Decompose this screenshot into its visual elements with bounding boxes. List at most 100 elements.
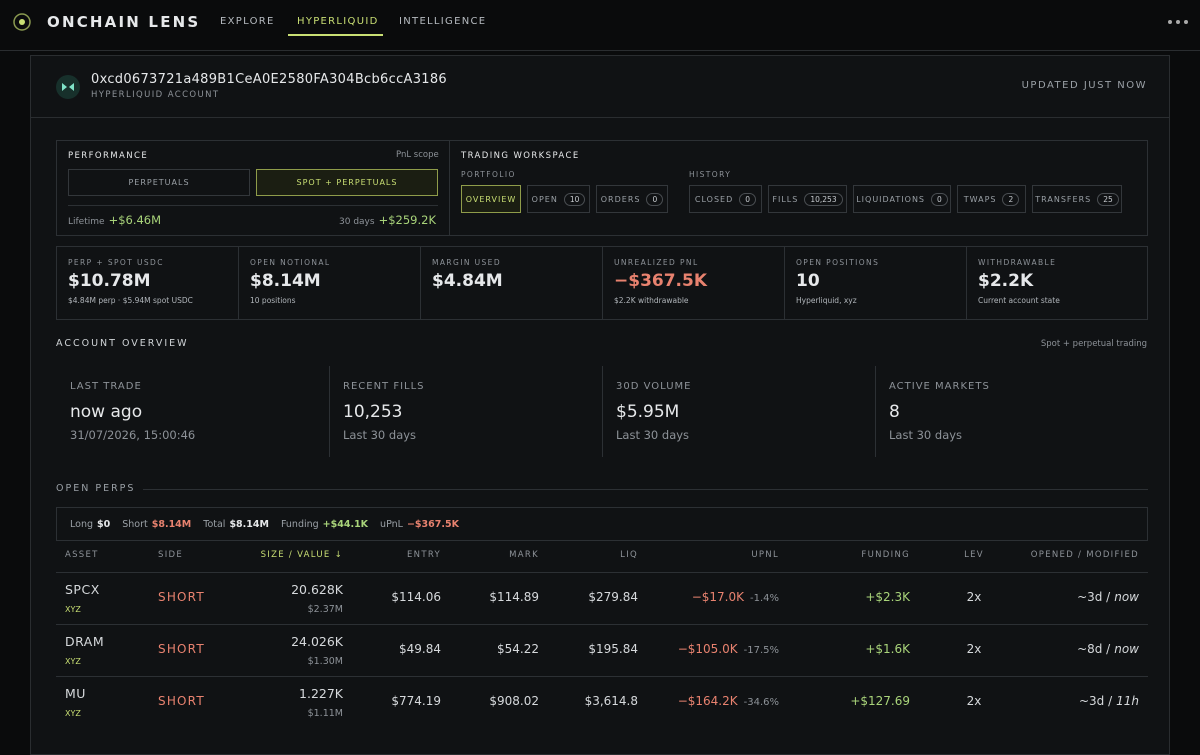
lev: 2x: [966, 694, 982, 708]
label: uPnL: [380, 518, 403, 530]
tab-label: LIQUIDATIONS: [856, 194, 926, 204]
stat-note: 10 positions: [250, 296, 296, 305]
nav-link[interactable]: EXPLORE: [220, 16, 275, 27]
tab-label: TRANSFERS: [1035, 194, 1092, 204]
summary-item: Total $8.14M: [203, 519, 269, 530]
size: 24.026K: [291, 634, 343, 649]
chain: XYZ: [65, 601, 155, 615]
side: SHORT: [158, 590, 205, 604]
tab-label: ORDERS: [600, 194, 641, 204]
tab-label: CLOSED: [694, 194, 734, 204]
stat-label: OPEN POSITIONS: [796, 258, 880, 267]
label: Funding: [280, 518, 319, 530]
entry: $774.19: [361, 694, 441, 708]
workspace-tab[interactable]: FILLS 10,253: [768, 185, 847, 213]
column-header: ASSET: [65, 550, 99, 560]
account-subtitle: HYPERLIQUID ACCOUNT: [91, 90, 220, 100]
upnl-pct: -34.6%: [743, 697, 779, 708]
column-header: FUNDING: [861, 550, 910, 560]
tab-count: 0: [739, 192, 757, 206]
summary-item: Short $8.14M: [122, 519, 191, 530]
size: 24.026K: [223, 634, 343, 649]
column-header: ENTRY: [407, 550, 441, 560]
column-header: OPENED / MODIFIED: [1030, 550, 1139, 560]
size: 20.628K: [223, 582, 343, 597]
summary-item: Funding +$44.1K: [281, 519, 368, 530]
entry: $114.06: [361, 590, 441, 604]
more-menu[interactable]: [1166, 18, 1190, 26]
wallet-address: 0xcd0673721a489B1CeA0E2580FA304Bcb6ccA31…: [91, 72, 447, 87]
active-underline: [288, 34, 383, 36]
overview-value: now ago: [70, 402, 143, 422]
stat-note: Current account state: [978, 296, 1060, 305]
label: Lifetime: [68, 217, 105, 227]
opened: ~3d /: [1078, 694, 1113, 708]
section-title: ACCOUNT OVERVIEW: [56, 338, 189, 349]
stat-label: WITHDRAWABLE: [978, 258, 1057, 267]
stat-card: MARGIN USED $4.84M: [420, 246, 603, 320]
column-header: LIQ: [620, 550, 638, 560]
workspace-tab[interactable]: TRANSFERS 25: [1032, 185, 1122, 213]
tab-label: FILLS: [772, 194, 799, 204]
workspace-tab[interactable]: LIQUIDATIONS 0: [853, 185, 951, 213]
stat-label: PERP + SPOT USDC: [68, 258, 164, 267]
liq: $279.84: [558, 590, 638, 604]
entry: $49.84: [361, 642, 441, 656]
workspace-tab[interactable]: TWAPS 2: [957, 185, 1026, 213]
asset: DRAM: [65, 634, 155, 649]
modified: 11h: [1116, 694, 1139, 708]
update-status: UPDATED JUST NOW: [1021, 80, 1147, 91]
stat-value: −$367.5K: [614, 271, 708, 291]
workspace-tab[interactable]: CLOSED 0: [689, 185, 762, 213]
row-divider: [56, 624, 1148, 625]
column-header: LEV: [964, 550, 984, 560]
mark: $114.89: [459, 590, 539, 604]
upnl: −$105.0K -17.5%: [629, 642, 779, 656]
side: SHORT: [158, 642, 248, 656]
stat-value: $4.84M: [432, 271, 503, 291]
stat-value: $2.2K: [978, 271, 1034, 291]
column-header: SIDE: [158, 550, 184, 560]
lev: 2x: [966, 590, 982, 604]
stat-note: $4.84M perp · $5.94M spot USDC: [68, 296, 193, 305]
size: 1.227K: [299, 686, 343, 701]
scope-button[interactable]: PERPETUALS: [68, 169, 250, 196]
lifetime-pnl: Lifetime +$6.46M: [68, 213, 161, 227]
stat-note: $2.2K withdrawable: [614, 296, 689, 305]
value: $1.11M: [223, 705, 343, 719]
workspace-tab[interactable]: OVERVIEW: [461, 185, 521, 213]
size: 20.628K: [291, 582, 343, 597]
period-pnl: 30 days +$259.2K: [339, 213, 436, 227]
nav-link[interactable]: HYPERLIQUID: [297, 16, 379, 27]
column-header[interactable]: SIZE / VALUE ↓: [260, 550, 343, 560]
side: SHORT: [158, 694, 205, 708]
entry: $114.06: [391, 590, 441, 604]
workspace-tab[interactable]: ORDERS 0: [596, 185, 668, 213]
overview-label: ACTIVE MARKETS: [889, 381, 990, 392]
stat-card: OPEN NOTIONAL $8.14M 10 positions: [238, 246, 421, 320]
nav-link[interactable]: INTELLIGENCE: [399, 16, 487, 27]
tab-label: TWAPS: [963, 194, 997, 204]
workspace-tab[interactable]: OPEN 10: [527, 185, 590, 213]
value: $0: [97, 518, 111, 530]
stat-value: $8.14M: [250, 271, 321, 291]
stat-value: $10.78M: [68, 271, 151, 291]
value: $1.30M: [307, 656, 343, 667]
opened: ~3d /: [1077, 590, 1111, 604]
value: +$6.46M: [108, 213, 162, 227]
upnl-pct: -17.5%: [743, 645, 779, 656]
mark: $54.22: [497, 642, 539, 656]
chain: XYZ: [65, 605, 81, 614]
scope-button[interactable]: SPOT + PERPETUALS: [256, 169, 438, 196]
account-panel: 0xcd0673721a489B1CeA0E2580FA304Bcb6ccA31…: [30, 55, 1170, 755]
overview-value: 10,253: [343, 402, 403, 422]
stat-label: OPEN NOTIONAL: [250, 258, 331, 267]
upnl: −$17.0K: [691, 590, 744, 604]
logo-icon: [13, 13, 31, 31]
value: $8.14M: [229, 518, 269, 530]
row-divider: [56, 572, 1148, 573]
upnl: −$17.0K -1.4%: [629, 590, 779, 604]
modified: now: [1114, 642, 1139, 656]
liq: $3,614.8: [558, 694, 638, 708]
asset: SPCX: [65, 582, 100, 597]
